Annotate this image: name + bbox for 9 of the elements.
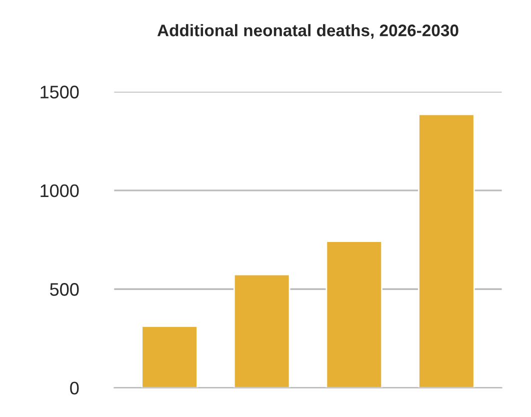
chart-title: Additional neonatal deaths, 2026-2030 <box>157 24 458 39</box>
bar <box>418 114 475 388</box>
y-tick-label: 1000 <box>40 184 79 198</box>
y-tick-label: 500 <box>50 283 79 296</box>
bar <box>233 274 290 388</box>
bar <box>141 326 198 388</box>
bar <box>326 240 383 388</box>
y-tick-label: 0 <box>70 382 79 395</box>
y-tick-label: 1500 <box>40 86 79 98</box>
